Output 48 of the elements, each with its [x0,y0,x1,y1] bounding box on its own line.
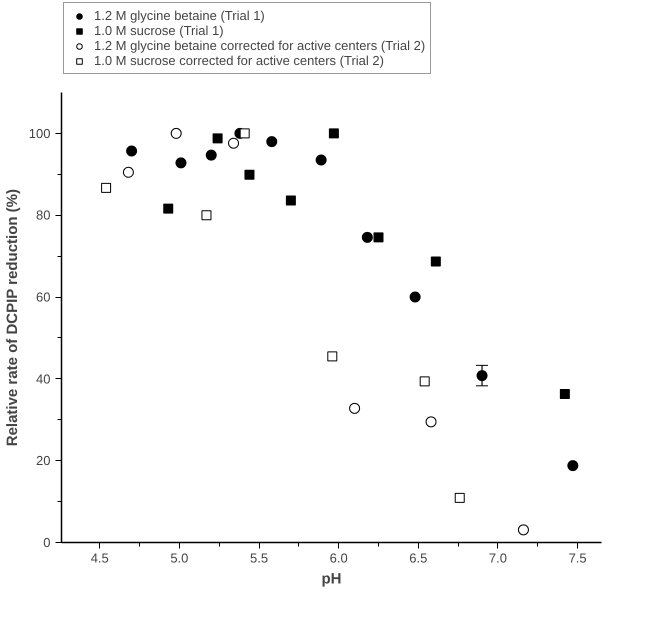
point [420,376,430,386]
x-tick-label: 5.0 [170,550,188,566]
point [373,232,384,242]
point [518,524,529,536]
point [476,370,488,382]
x-tick-label: 6.5 [409,550,428,566]
x-tick-label: 7.5 [568,550,587,566]
x-axis-title: pH [322,570,342,588]
point [170,128,182,139]
point [212,133,223,144]
point [201,210,212,220]
point [244,170,254,180]
x-tick-label: 7.0 [488,550,507,566]
y-tick-label: 40 [36,371,51,386]
point [410,292,421,303]
point [349,402,360,414]
point [430,256,441,266]
legend-label: 1.0 M sucrose corrected for active centers (Trial 2) [94,53,384,68]
point [122,166,134,178]
point [286,196,296,206]
y-axis-title: Relative rate of DCPIP reduction (%) [4,188,21,446]
y-tick-label: 0 [43,535,51,550]
point [266,136,278,148]
x-tick-label: 6.0 [330,550,348,566]
legend-label: 1.2 M glycine betaine (Trial 1) [94,8,265,23]
point [206,150,217,161]
legend-label: 1.2 M glycine betaine corrected for active centers (Trial 2) [94,38,426,53]
point [126,146,138,156]
point [228,138,240,149]
y-tick-label: 60 [36,290,51,305]
point [175,157,186,168]
point [328,128,339,138]
point [327,351,338,362]
point [163,204,174,214]
point [560,389,570,399]
point [101,182,112,193]
x-tick-label: 4.5 [90,550,109,566]
point [316,154,327,166]
y-tick-label: 100 [28,126,51,141]
legend-label: 1.0 M sucrose (Trial 1) [94,23,224,38]
point [362,232,373,243]
point [240,128,250,138]
y-tick-label: 20 [36,453,51,468]
point [454,492,465,503]
y-tick-label: 80 [36,208,51,223]
point [567,460,578,472]
point [426,416,437,428]
x-tick-label: 5.5 [250,550,268,566]
